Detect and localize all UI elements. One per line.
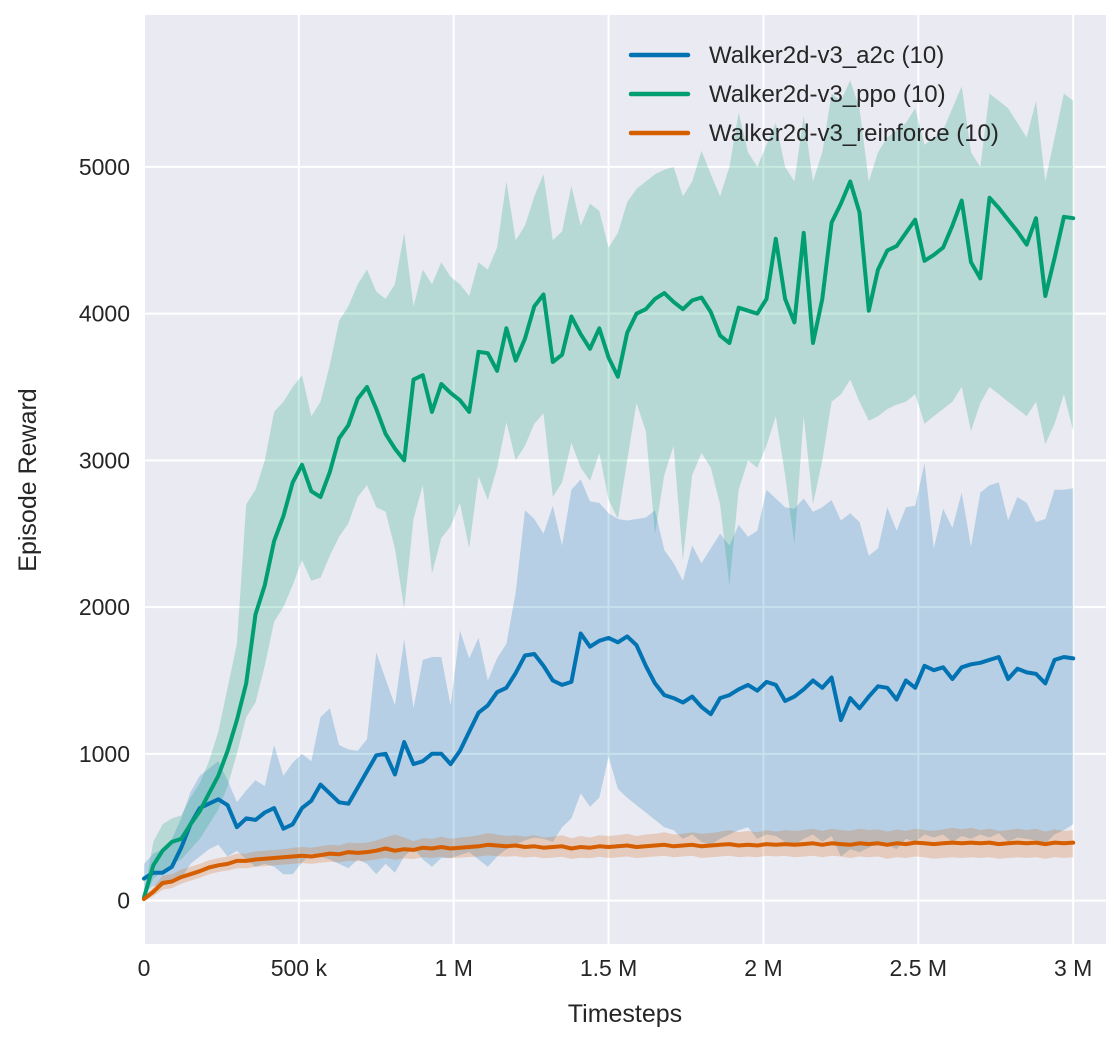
series-line-reinforce (142, 840, 1076, 902)
y-tick-label: 3000 (79, 447, 130, 473)
x-tick-label: 1.5 M (580, 955, 638, 981)
confidence-band-ppo (144, 80, 1074, 901)
x-tick-label: 2 M (744, 955, 782, 981)
x-axis-tick-labels: 0 500 k 1 M 1.5 M 2 M 2.5 M 3 M (138, 955, 1093, 981)
y-tick-label: 0 (117, 888, 130, 914)
legend-item-reinforce: Walker2d-v3_reinforce (10) (628, 120, 999, 147)
legend: Walker2d-v3_a2c (10) Walker2d-v3_ppo (10)… (628, 42, 999, 147)
y-tick-label: 4000 (79, 301, 130, 327)
x-tick-label: 1 M (435, 955, 473, 981)
legend-item-ppo: Walker2d-v3_ppo (10) (628, 81, 946, 108)
x-axis-label: Timesteps (568, 1000, 682, 1028)
x-tick-label: 2.5 M (890, 955, 948, 981)
x-tick-label: 500 k (271, 955, 328, 981)
gridlines (143, 15, 1106, 944)
legend-label: Walker2d-v3_a2c (10) (709, 42, 944, 69)
y-axis-tick-labels: 0 1000 2000 3000 4000 5000 (79, 154, 130, 914)
series-line-ppo (142, 179, 1076, 900)
series-lines (142, 179, 1076, 902)
y-tick-label: 1000 (79, 741, 130, 767)
y-axis-label: Episode Reward (14, 388, 42, 571)
plot-area (144, 15, 1106, 944)
legend-item-a2c: Walker2d-v3_a2c (10) (628, 42, 944, 69)
x-tick-label: 3 M (1054, 955, 1092, 981)
y-tick-label: 5000 (79, 154, 130, 180)
legend-label: Walker2d-v3_ppo (10) (709, 81, 946, 108)
x-tick-label: 0 (138, 955, 151, 981)
confidence-band-a2c (144, 463, 1074, 894)
y-tick-label: 2000 (79, 594, 130, 620)
legend-label: Walker2d-v3_reinforce (10) (709, 120, 999, 147)
series-line-a2c (142, 631, 1076, 881)
